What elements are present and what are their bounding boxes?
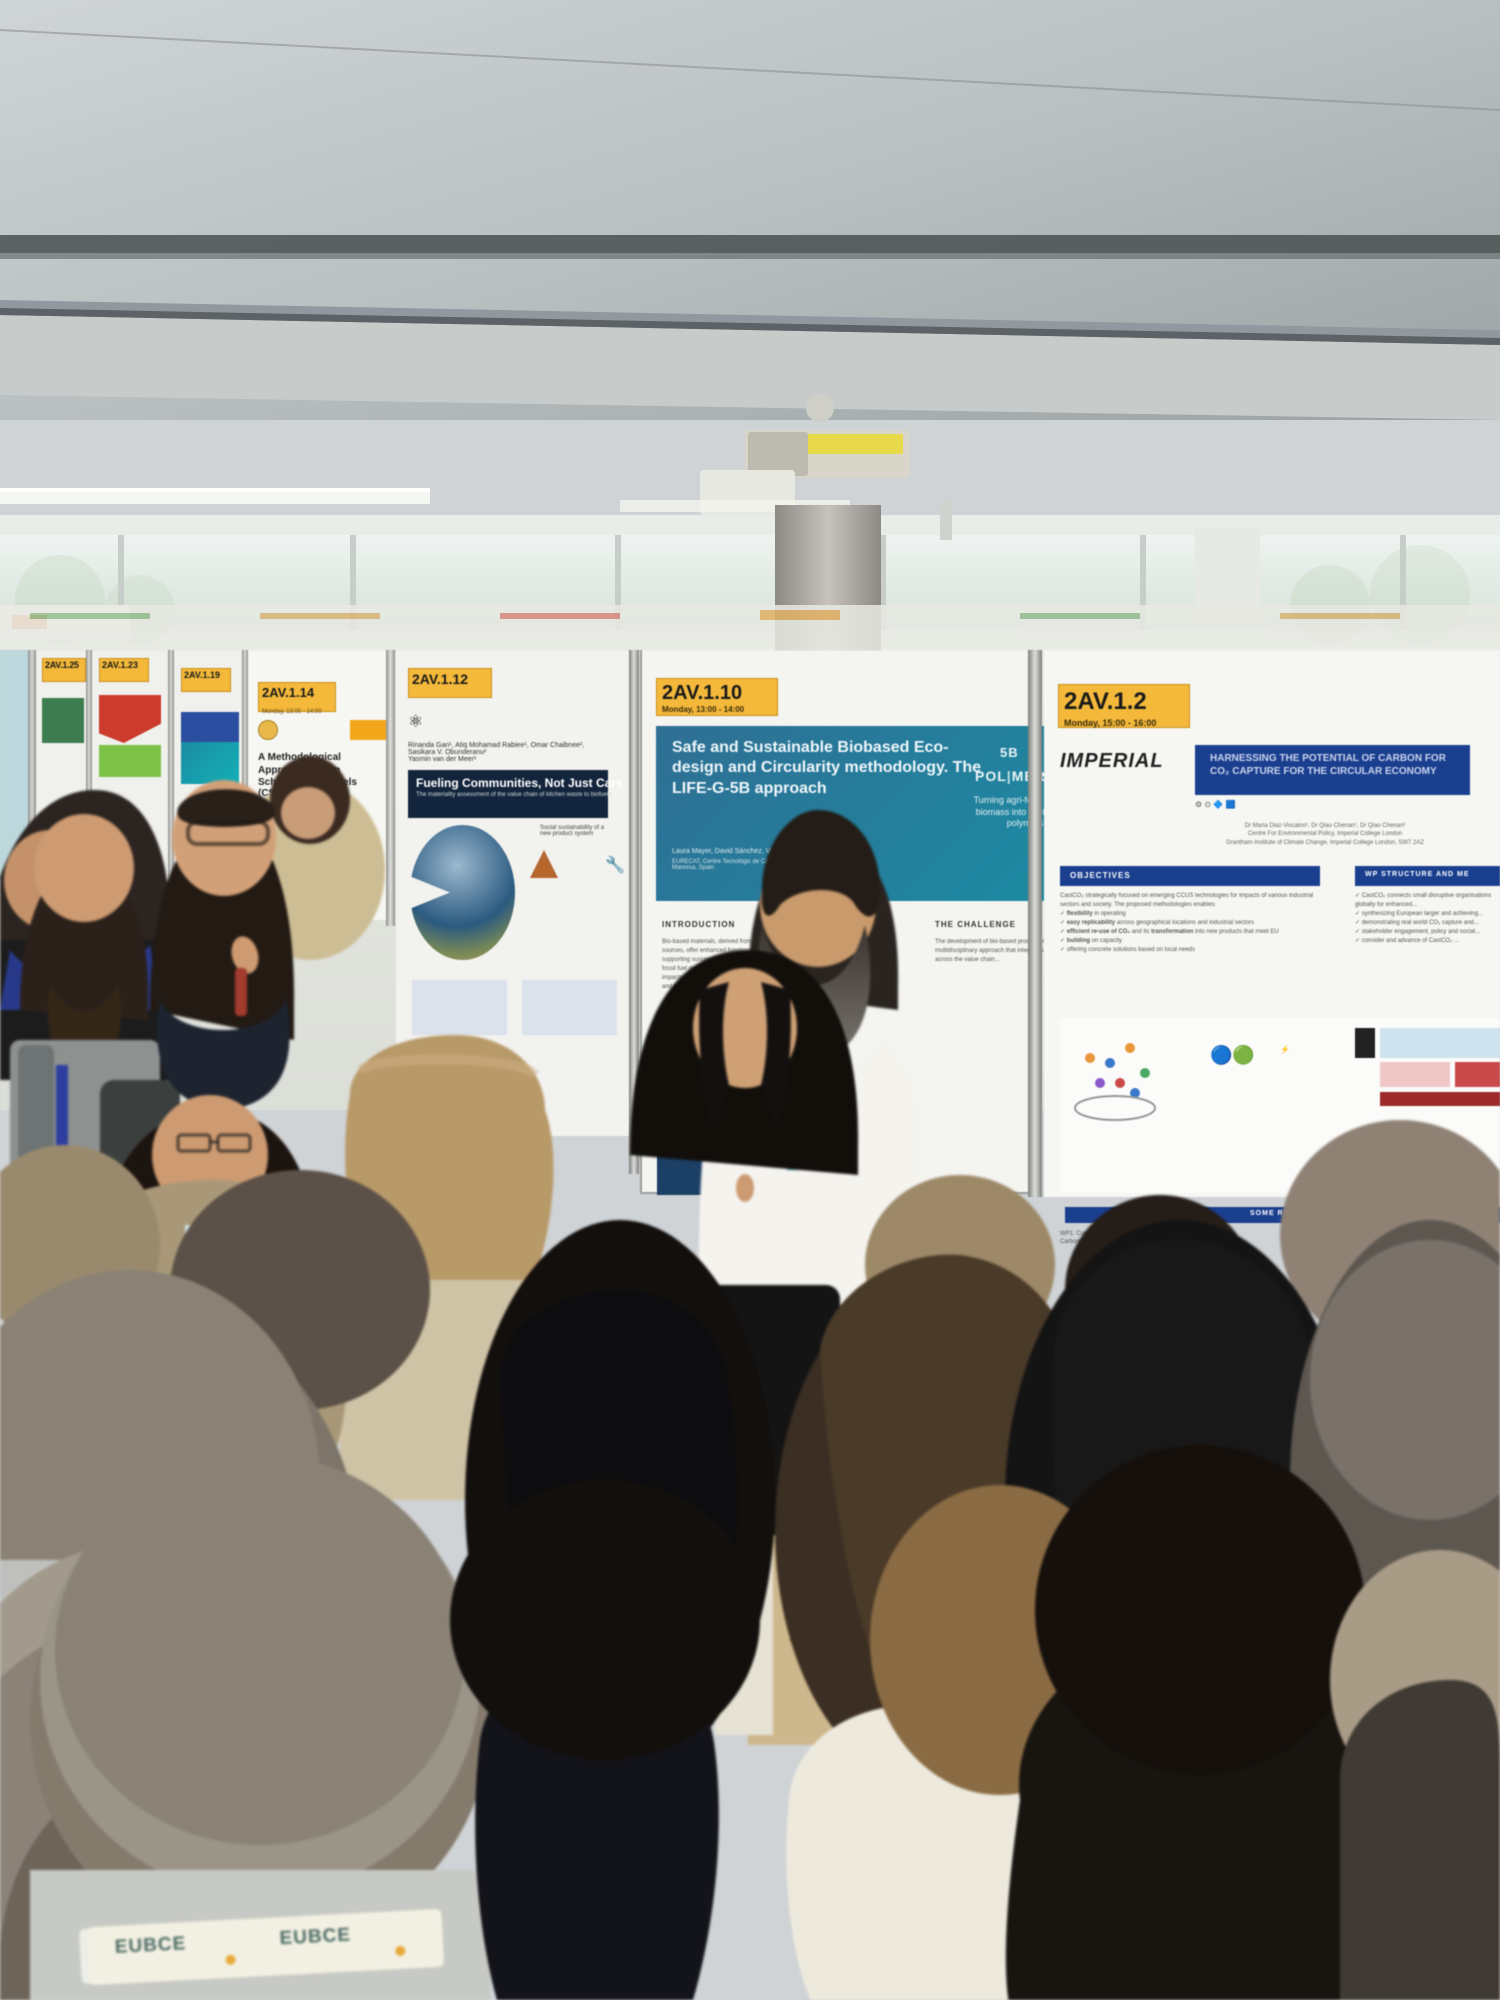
svg-text:EUBCE: EUBCE: [114, 1933, 187, 1958]
svg-text:EUBCE: EUBCE: [279, 1924, 352, 1949]
